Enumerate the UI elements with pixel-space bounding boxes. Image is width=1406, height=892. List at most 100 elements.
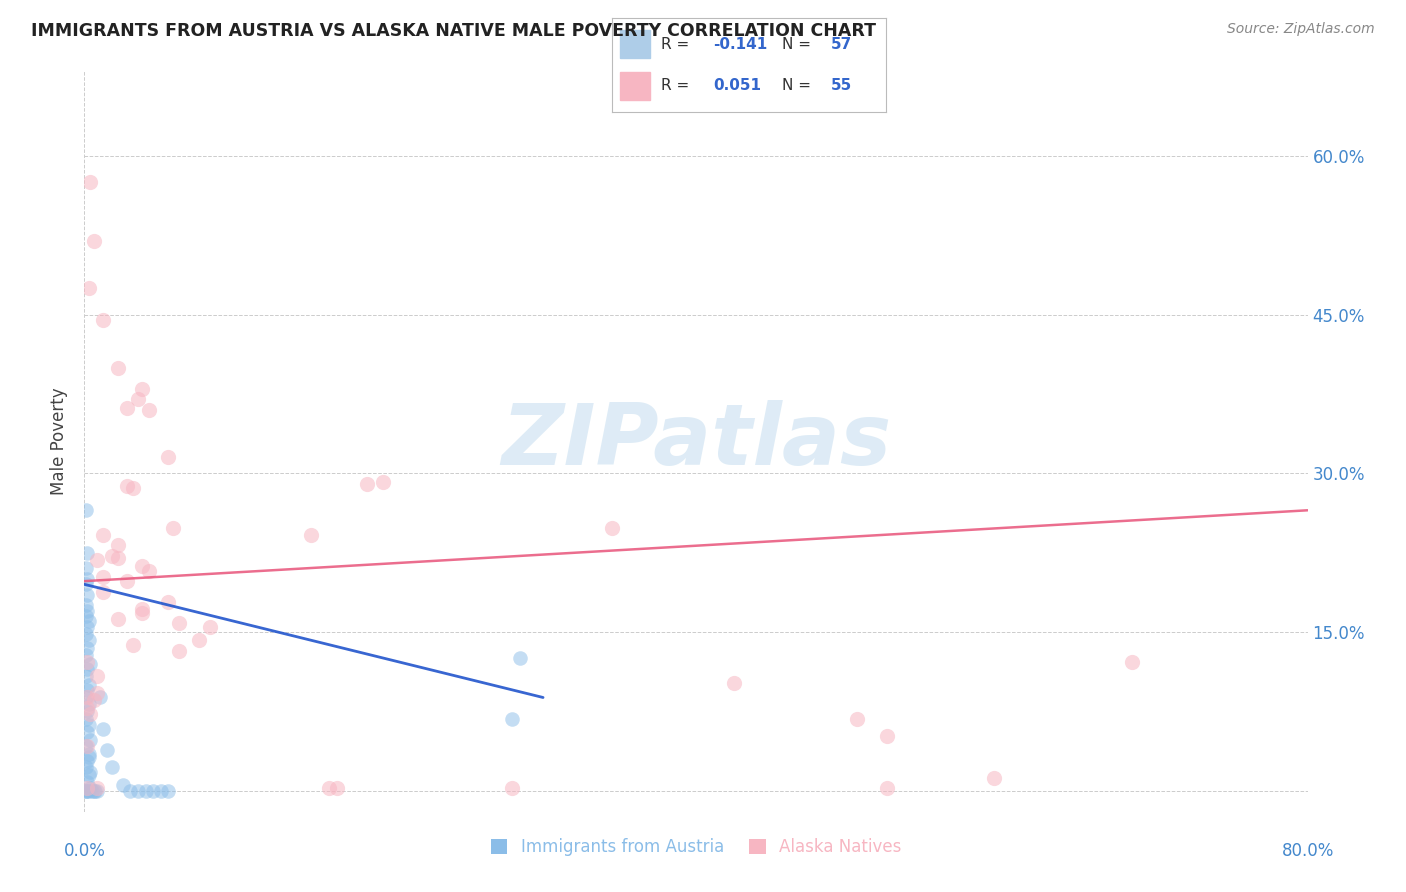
Point	[509, 651, 531, 665]
Point	[299, 527, 322, 541]
Point	[91, 313, 114, 327]
Point	[75, 712, 97, 726]
Point	[198, 619, 221, 633]
Point	[157, 450, 180, 465]
Point	[91, 723, 114, 737]
Point	[167, 644, 190, 658]
Point	[79, 707, 101, 722]
Point	[75, 669, 97, 683]
Point	[76, 725, 98, 739]
Point	[76, 588, 98, 602]
Point	[600, 521, 623, 535]
Point	[75, 648, 97, 663]
Y-axis label: Male Poverty: Male Poverty	[51, 388, 69, 495]
Text: R =: R =	[661, 78, 695, 93]
Point	[876, 781, 898, 796]
Point	[91, 584, 114, 599]
Point	[115, 401, 138, 415]
Point	[131, 606, 153, 620]
Point	[75, 561, 97, 575]
Point	[111, 778, 134, 792]
Point	[127, 392, 149, 407]
Point	[131, 601, 153, 615]
Text: IMMIGRANTS FROM AUSTRIA VS ALASKA NATIVE MALE POVERTY CORRELATION CHART: IMMIGRANTS FROM AUSTRIA VS ALASKA NATIVE…	[31, 22, 876, 40]
Point	[131, 382, 153, 396]
Point	[76, 754, 98, 768]
Point	[76, 572, 98, 586]
Point	[77, 633, 100, 648]
Text: 57: 57	[831, 37, 852, 52]
Point	[149, 783, 172, 797]
Point	[83, 234, 105, 248]
Point	[76, 783, 98, 797]
Point	[122, 481, 145, 495]
Point	[845, 712, 868, 726]
Point	[76, 662, 98, 676]
Text: -0.141: -0.141	[713, 37, 768, 52]
Point	[356, 476, 378, 491]
Point	[83, 783, 105, 797]
Point	[76, 690, 98, 705]
Point	[325, 781, 347, 796]
Point	[101, 549, 124, 563]
Point	[91, 527, 114, 541]
Point	[723, 675, 745, 690]
Legend: Immigrants from Austria, Alaska Natives: Immigrants from Austria, Alaska Natives	[484, 831, 908, 863]
Point	[79, 657, 101, 671]
Bar	[620, 72, 650, 100]
Text: 55: 55	[831, 78, 852, 93]
Point	[91, 570, 114, 584]
Point	[76, 619, 98, 633]
Point	[79, 176, 101, 190]
Point	[79, 732, 101, 747]
Point	[502, 781, 524, 796]
Point	[107, 360, 129, 375]
Point	[75, 503, 97, 517]
Point	[75, 690, 97, 705]
Text: 80.0%: 80.0%	[1281, 842, 1334, 860]
Text: ZIPatlas: ZIPatlas	[501, 400, 891, 483]
Point	[135, 783, 157, 797]
Point	[75, 783, 97, 797]
Point	[83, 692, 105, 706]
Point	[84, 783, 107, 797]
Point	[75, 760, 97, 774]
Point	[142, 783, 165, 797]
Point	[86, 686, 108, 700]
Point	[131, 559, 153, 574]
Text: Source: ZipAtlas.com: Source: ZipAtlas.com	[1227, 22, 1375, 37]
Point	[79, 781, 101, 796]
Point	[79, 764, 101, 779]
Point	[76, 546, 98, 560]
Point	[107, 538, 129, 552]
Point	[188, 633, 211, 648]
Point	[80, 783, 103, 797]
Point	[76, 683, 98, 698]
Point	[107, 612, 129, 626]
Text: 0.051: 0.051	[713, 78, 761, 93]
Point	[127, 783, 149, 797]
Bar	[620, 30, 650, 58]
Point	[115, 574, 138, 589]
Point	[86, 669, 108, 683]
Text: R =: R =	[661, 37, 695, 52]
Point	[77, 747, 100, 761]
Text: 0.0%: 0.0%	[63, 842, 105, 860]
Point	[75, 609, 97, 624]
Point	[107, 550, 129, 565]
Point	[86, 553, 108, 567]
Point	[77, 615, 100, 629]
Point	[122, 638, 145, 652]
Point	[101, 760, 124, 774]
Point	[157, 595, 180, 609]
Point	[77, 678, 100, 692]
Point	[138, 402, 160, 417]
Point	[115, 479, 138, 493]
Point	[502, 712, 524, 726]
Point	[77, 749, 100, 764]
Point	[75, 627, 97, 641]
Point	[86, 783, 108, 797]
Point	[86, 781, 108, 796]
Point	[75, 577, 97, 591]
Point	[76, 775, 98, 789]
